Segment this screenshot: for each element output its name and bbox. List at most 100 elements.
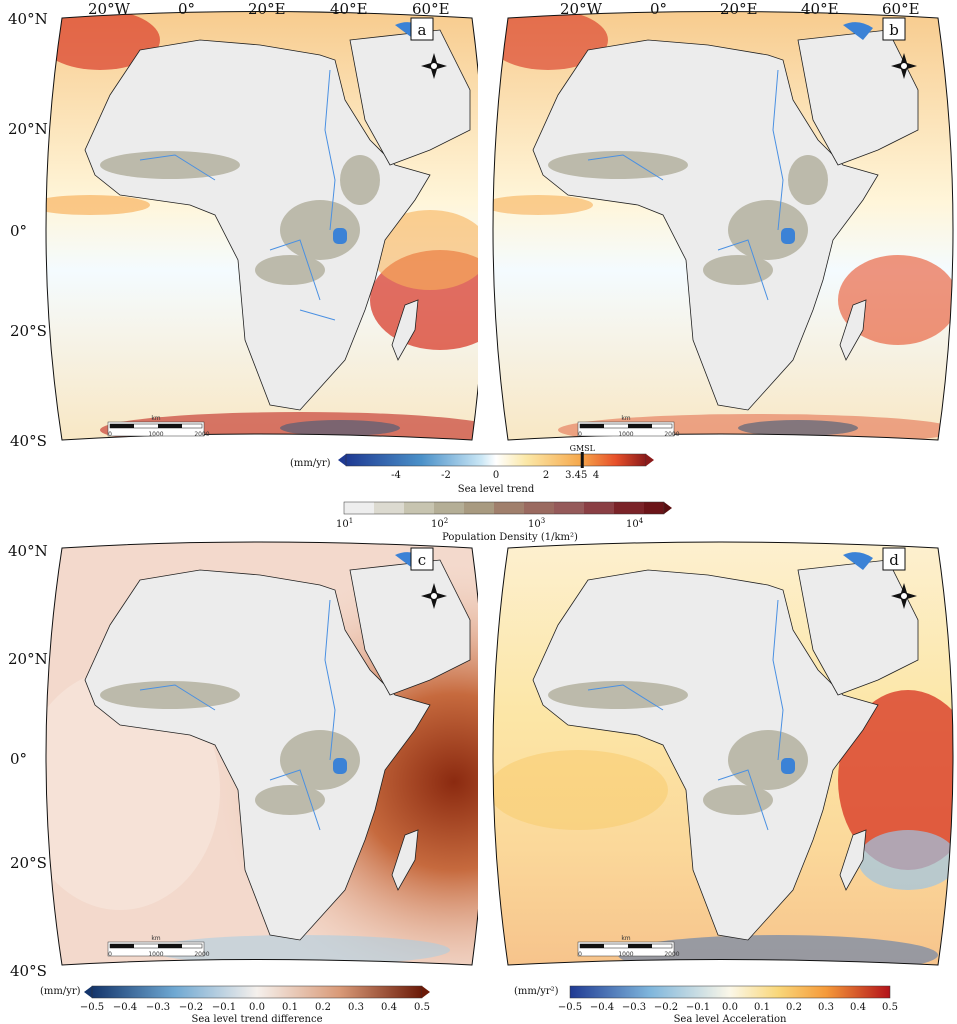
compass-a <box>421 53 447 79</box>
lake-victoria-c <box>333 758 347 774</box>
svg-text:1000: 1000 <box>148 431 163 438</box>
lake-victoria-b <box>781 228 795 244</box>
diff-tick-9: 0.4 <box>381 1002 397 1013</box>
svg-text:km: km <box>151 935 160 942</box>
panel-letter-b: b <box>889 21 899 39</box>
lake-victoria-a <box>333 228 347 244</box>
accel-unit: (mm/yr²) <box>514 986 559 997</box>
svg-text:0: 0 <box>578 431 582 438</box>
scalebar-c: km 0 1000 2000 <box>107 935 210 958</box>
lon-40e-a: 40°E <box>330 0 368 18</box>
africa-land-c <box>84 569 431 941</box>
accel-atlantic-d <box>493 750 668 830</box>
rivers-d <box>587 599 784 831</box>
svg-text:km: km <box>621 935 630 942</box>
svg-text:1000: 1000 <box>148 951 163 958</box>
lat-20s-c: 20°S <box>10 854 47 872</box>
panel-letter-box-c <box>410 547 434 571</box>
pop-tick-3: 103 <box>528 517 545 530</box>
diff-tick-7: 0.2 <box>315 1002 331 1013</box>
madagascar-b <box>839 299 867 361</box>
rivers-c <box>139 599 336 831</box>
diff-arrow-left <box>84 986 92 998</box>
diff-tick-3: −0.2 <box>179 1002 203 1013</box>
warm-indian-a <box>370 210 478 290</box>
panel-b-map: b 20°W 0° 20°E 40°E 60°E km 0 1000 2000 <box>492 0 954 441</box>
lon-20w-a: 20°W <box>88 0 131 18</box>
trend-arrow-left <box>338 454 346 466</box>
pop-tick-4: 104 <box>626 517 644 530</box>
accel-tick-1: −0.4 <box>590 1002 614 1013</box>
trend-tick-3: 2 <box>543 470 549 481</box>
svg-text:2000: 2000 <box>664 951 679 958</box>
trend-title: Sea level trend <box>458 484 535 495</box>
panel-letter-a: a <box>418 21 427 39</box>
accel-tick-10: 0.5 <box>882 1002 898 1013</box>
population-title: Population Density (1/km²) <box>442 532 578 543</box>
lon-0-a: 0° <box>178 0 195 18</box>
population-swatches <box>344 502 664 514</box>
trend-tick-1: -2 <box>441 470 451 481</box>
gmsl-label: GMSL <box>570 444 596 453</box>
cold-patch-a <box>280 420 400 436</box>
hotspot-nw-a <box>46 11 160 70</box>
colorbar-acceleration: (mm/yr²) −0.5 −0.4 −0.3 −0.2 −0.1 0.0 0.1 0.2 0.… <box>514 985 898 1024</box>
lat-0-a: 0° <box>10 222 27 240</box>
diff-tick-10: 0.5 <box>414 1002 430 1013</box>
lat-40n-a: 40°N <box>8 10 48 28</box>
caspian-d <box>843 552 873 570</box>
compass-d <box>891 583 917 609</box>
scalebar-a: km 0 1000 2000 <box>107 415 210 438</box>
rivers-a <box>139 69 336 321</box>
svg-text:1000: 1000 <box>618 431 633 438</box>
panel-d-map: d km 0 1000 2000 <box>492 541 954 966</box>
diff-tick-5: 0.0 <box>249 1002 265 1013</box>
diff-tick-6: 0.1 <box>282 1002 298 1013</box>
diff-arrow-right <box>422 986 430 998</box>
svg-text:0: 0 <box>108 431 112 438</box>
compass-b <box>891 53 917 79</box>
hotspot-nw-b <box>493 11 608 70</box>
trend-tick-2: 0 <box>493 470 499 481</box>
svg-text:2000: 2000 <box>194 431 209 438</box>
population-bar-frame <box>343 501 665 515</box>
equatorial-band-a <box>46 195 150 215</box>
population-patches-b <box>548 151 828 285</box>
lon-0-b: 0° <box>650 0 667 18</box>
svg-text:1000: 1000 <box>618 951 633 958</box>
panel-letter-box-d <box>882 547 906 571</box>
lat-40s-c: 40°S <box>10 962 47 980</box>
arabia-land-a <box>349 29 471 166</box>
svg-text:2000: 2000 <box>194 951 209 958</box>
svg-text:2000: 2000 <box>664 431 679 438</box>
population-arrow-right <box>664 502 672 514</box>
population-patches-a <box>100 151 380 285</box>
accel-tick-7: 0.2 <box>786 1002 802 1013</box>
diff-title: Sea level trend difference <box>192 1014 323 1024</box>
colorbar-trend-difference: (mm/yr) −0.5 −0.4 −0.3 −0.2 −0.1 0.0 0.1 0.2 0.3… <box>40 985 430 1024</box>
scalebar-b: km 0 1000 2000 <box>577 415 680 438</box>
equatorial-band-b <box>493 195 593 215</box>
lon-60e-b: 60°E <box>882 0 920 18</box>
lat-20n-c: 20°N <box>8 650 48 668</box>
panel-letter-box-b <box>882 17 906 41</box>
lat-20s-a: 20°S <box>10 322 47 340</box>
diff-tick-2: −0.3 <box>146 1002 170 1013</box>
trend-gradient-bar <box>345 453 647 467</box>
svg-text:km: km <box>151 415 160 422</box>
gmsl-marker <box>580 452 584 468</box>
lat-40s-a: 40°S <box>10 432 47 450</box>
lon-20e-b: 20°E <box>720 0 758 18</box>
trend-tick-4: 4 <box>593 470 599 481</box>
trend-unit: (mm/yr) <box>290 458 331 469</box>
madagascar-c <box>391 829 419 891</box>
lat-20n-a: 20°N <box>8 120 48 138</box>
rivers-b <box>587 69 784 301</box>
caspian-b <box>843 22 873 40</box>
panel-letter-c: c <box>418 551 426 569</box>
compass-c <box>421 583 447 609</box>
accel-hotspot-d <box>838 690 953 870</box>
trend-arrow-right <box>646 454 654 466</box>
accel-tick-8: 0.3 <box>818 1002 834 1013</box>
africa-land-a <box>84 39 431 411</box>
